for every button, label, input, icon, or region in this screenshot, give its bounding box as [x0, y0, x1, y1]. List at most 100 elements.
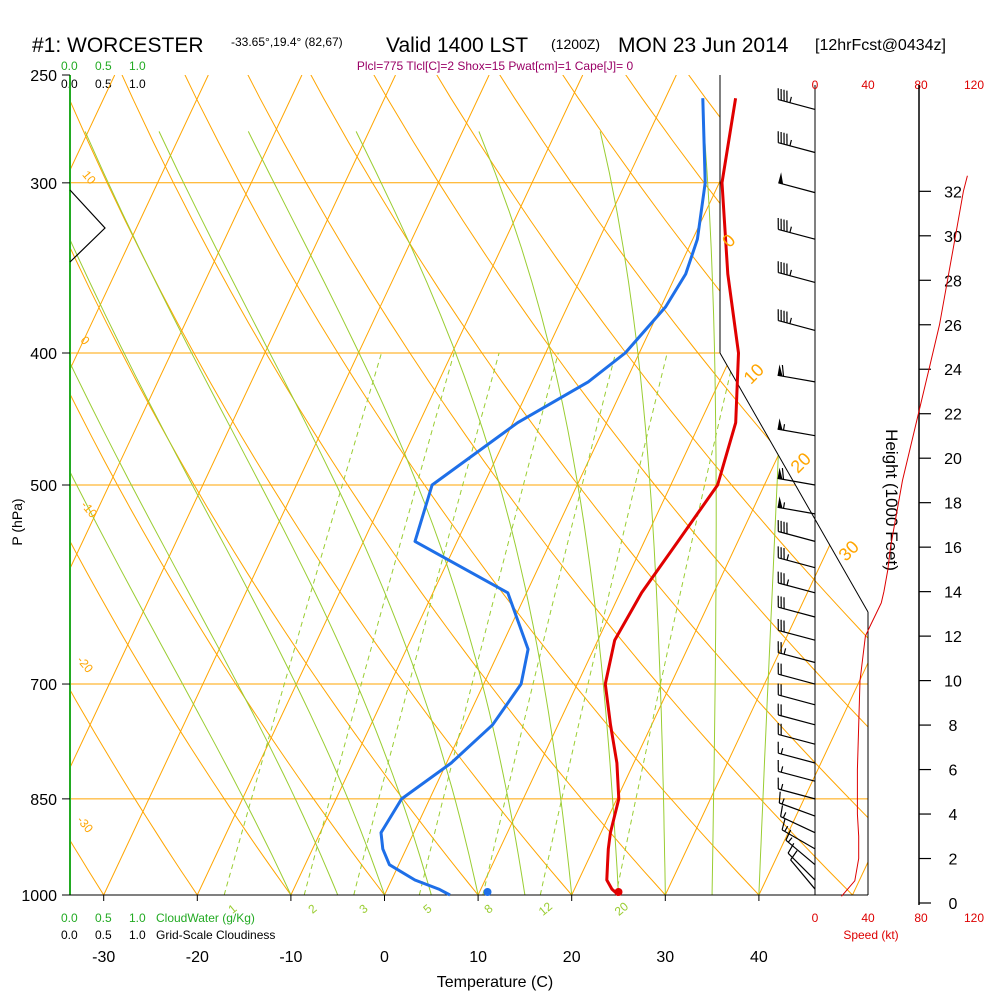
barb-half-flag — [789, 269, 792, 276]
barb-pennant — [777, 467, 783, 480]
temperature-profile — [603, 97, 740, 897]
cloudiness-tick: 0.0 — [61, 928, 78, 942]
surface-dewpoint-marker — [483, 888, 492, 896]
cloudiness-tick: 0.5 — [95, 77, 112, 91]
cloud-water-top-scale: 0.0 0.5 1.0 0.0 0.5 1.0 — [61, 59, 146, 91]
wind-barb — [777, 777, 816, 800]
moist-adiabat — [703, 131, 717, 895]
isotherm-line — [196, 75, 584, 895]
wind-barb — [777, 520, 816, 542]
cloud-water-tick: 1.0 — [129, 59, 146, 73]
wind-barb — [777, 703, 816, 726]
wind-barb — [777, 595, 816, 618]
station-title: #1: WORCESTER — [32, 34, 204, 57]
barb-staff — [777, 506, 816, 515]
mixing-ratio-line — [353, 352, 500, 895]
speed-tick-label-bottom: 40 — [861, 911, 875, 925]
barb-flag — [781, 364, 785, 377]
cloud-water-label: CloudWater (g/Kg) — [156, 911, 255, 925]
wind-barb — [777, 261, 816, 283]
barb-staff — [778, 182, 816, 194]
dry-adiabat — [857, 75, 868, 895]
barb-half-flag — [786, 579, 790, 586]
temperature-axis: -30 -20 -10 0 10 20 30 40 — [92, 895, 768, 966]
wind-speed-line — [841, 175, 968, 897]
height-tick-label: 2 — [949, 852, 958, 869]
barb-staff — [778, 629, 816, 641]
background-lines — [70, 51, 1000, 895]
barb-staff — [777, 428, 816, 437]
temperature-axis-label: Temperature (C) — [437, 974, 553, 991]
barb-half-flag — [780, 783, 784, 790]
height-tick-label: 24 — [944, 362, 962, 379]
utc-time: (1200Z) — [551, 36, 600, 52]
barb-staff — [778, 606, 816, 618]
isotherm-label: -10 — [78, 498, 100, 521]
moist-adiabat — [355, 131, 573, 895]
dry-adiabat — [484, 75, 868, 895]
dry-adiabat — [920, 51, 1000, 895]
wind-barb — [777, 131, 816, 154]
mixing-ratio-line — [418, 352, 559, 895]
temperature-tick-label: 0 — [380, 949, 389, 966]
barb-half-flag — [783, 648, 787, 655]
speed-tick-label-top: 0 — [812, 78, 819, 92]
barb-staff — [778, 228, 816, 240]
mixing-ratio-label: 2 — [305, 901, 319, 916]
wind-barb — [777, 309, 816, 331]
dry-adiabat — [733, 75, 868, 895]
barb-half-flag — [780, 766, 784, 773]
pressure-tick-label: 500 — [30, 478, 57, 495]
dry-adiabat — [546, 75, 868, 895]
barb-staff — [778, 652, 816, 664]
temperature-tick-label: 20 — [563, 949, 581, 966]
mixing-ratio-label: 8 — [481, 901, 495, 916]
station-coords: -33.65°,19.4° (82,67) — [231, 35, 343, 49]
barb-staff — [778, 788, 816, 800]
wind-barb — [777, 546, 816, 569]
height-tick-label: 18 — [944, 496, 962, 513]
wind-barb — [777, 741, 816, 764]
speed-tick-label-bottom: 80 — [914, 911, 928, 925]
speed-tick-label-top: 120 — [964, 78, 984, 92]
height-axis-label: Height (1000 Feet) — [882, 429, 901, 571]
valid-time: Valid 1400 LST — [386, 34, 528, 57]
mixing-ratio-line — [223, 352, 382, 895]
cloud-water-bottom-scale: 0.0 0.5 1.0 CloudWater (g/Kg) 0.0 0.5 1.… — [61, 911, 275, 942]
wind-barb — [790, 850, 816, 890]
temperature-tick-label: -10 — [279, 949, 302, 966]
cloud-water-tick: 0.5 — [95, 911, 112, 925]
dry-adiabat — [297, 75, 868, 895]
barb-pennant — [777, 418, 783, 430]
wind-barb — [785, 829, 816, 866]
wind-barb — [777, 722, 816, 745]
cloudiness-tick: 1.0 — [129, 928, 146, 942]
wind-barb — [777, 683, 816, 706]
dry-adiabat — [421, 75, 868, 895]
isotherm-label: 0 — [78, 333, 93, 347]
cloud-water-tick: 0.5 — [95, 59, 112, 73]
moist-adiabat — [158, 131, 479, 895]
height-tick-label: 6 — [949, 763, 958, 780]
isotherm-line — [70, 75, 396, 895]
barb-pennant — [777, 364, 783, 377]
mixing-ratio-label: 20 — [612, 899, 631, 919]
barb-half-flag — [782, 812, 787, 819]
pressure-tick-label: 1000 — [21, 888, 57, 905]
mixing-ratio-line — [303, 352, 455, 895]
wind-barb — [777, 364, 816, 383]
speed-profile — [841, 175, 968, 897]
moist-adiabat — [70, 131, 339, 895]
barb-staff — [778, 582, 816, 594]
barb-staff — [778, 673, 816, 685]
isotherm-label: 0 — [718, 230, 739, 251]
cloudiness-tick: 1.0 — [129, 77, 146, 91]
temperature-tick-label: 30 — [656, 949, 674, 966]
plot-frame — [70, 75, 869, 896]
wind-barb — [777, 641, 816, 664]
barb-flag — [790, 850, 798, 861]
barb-staff — [778, 530, 816, 542]
barb-staff — [781, 829, 816, 850]
